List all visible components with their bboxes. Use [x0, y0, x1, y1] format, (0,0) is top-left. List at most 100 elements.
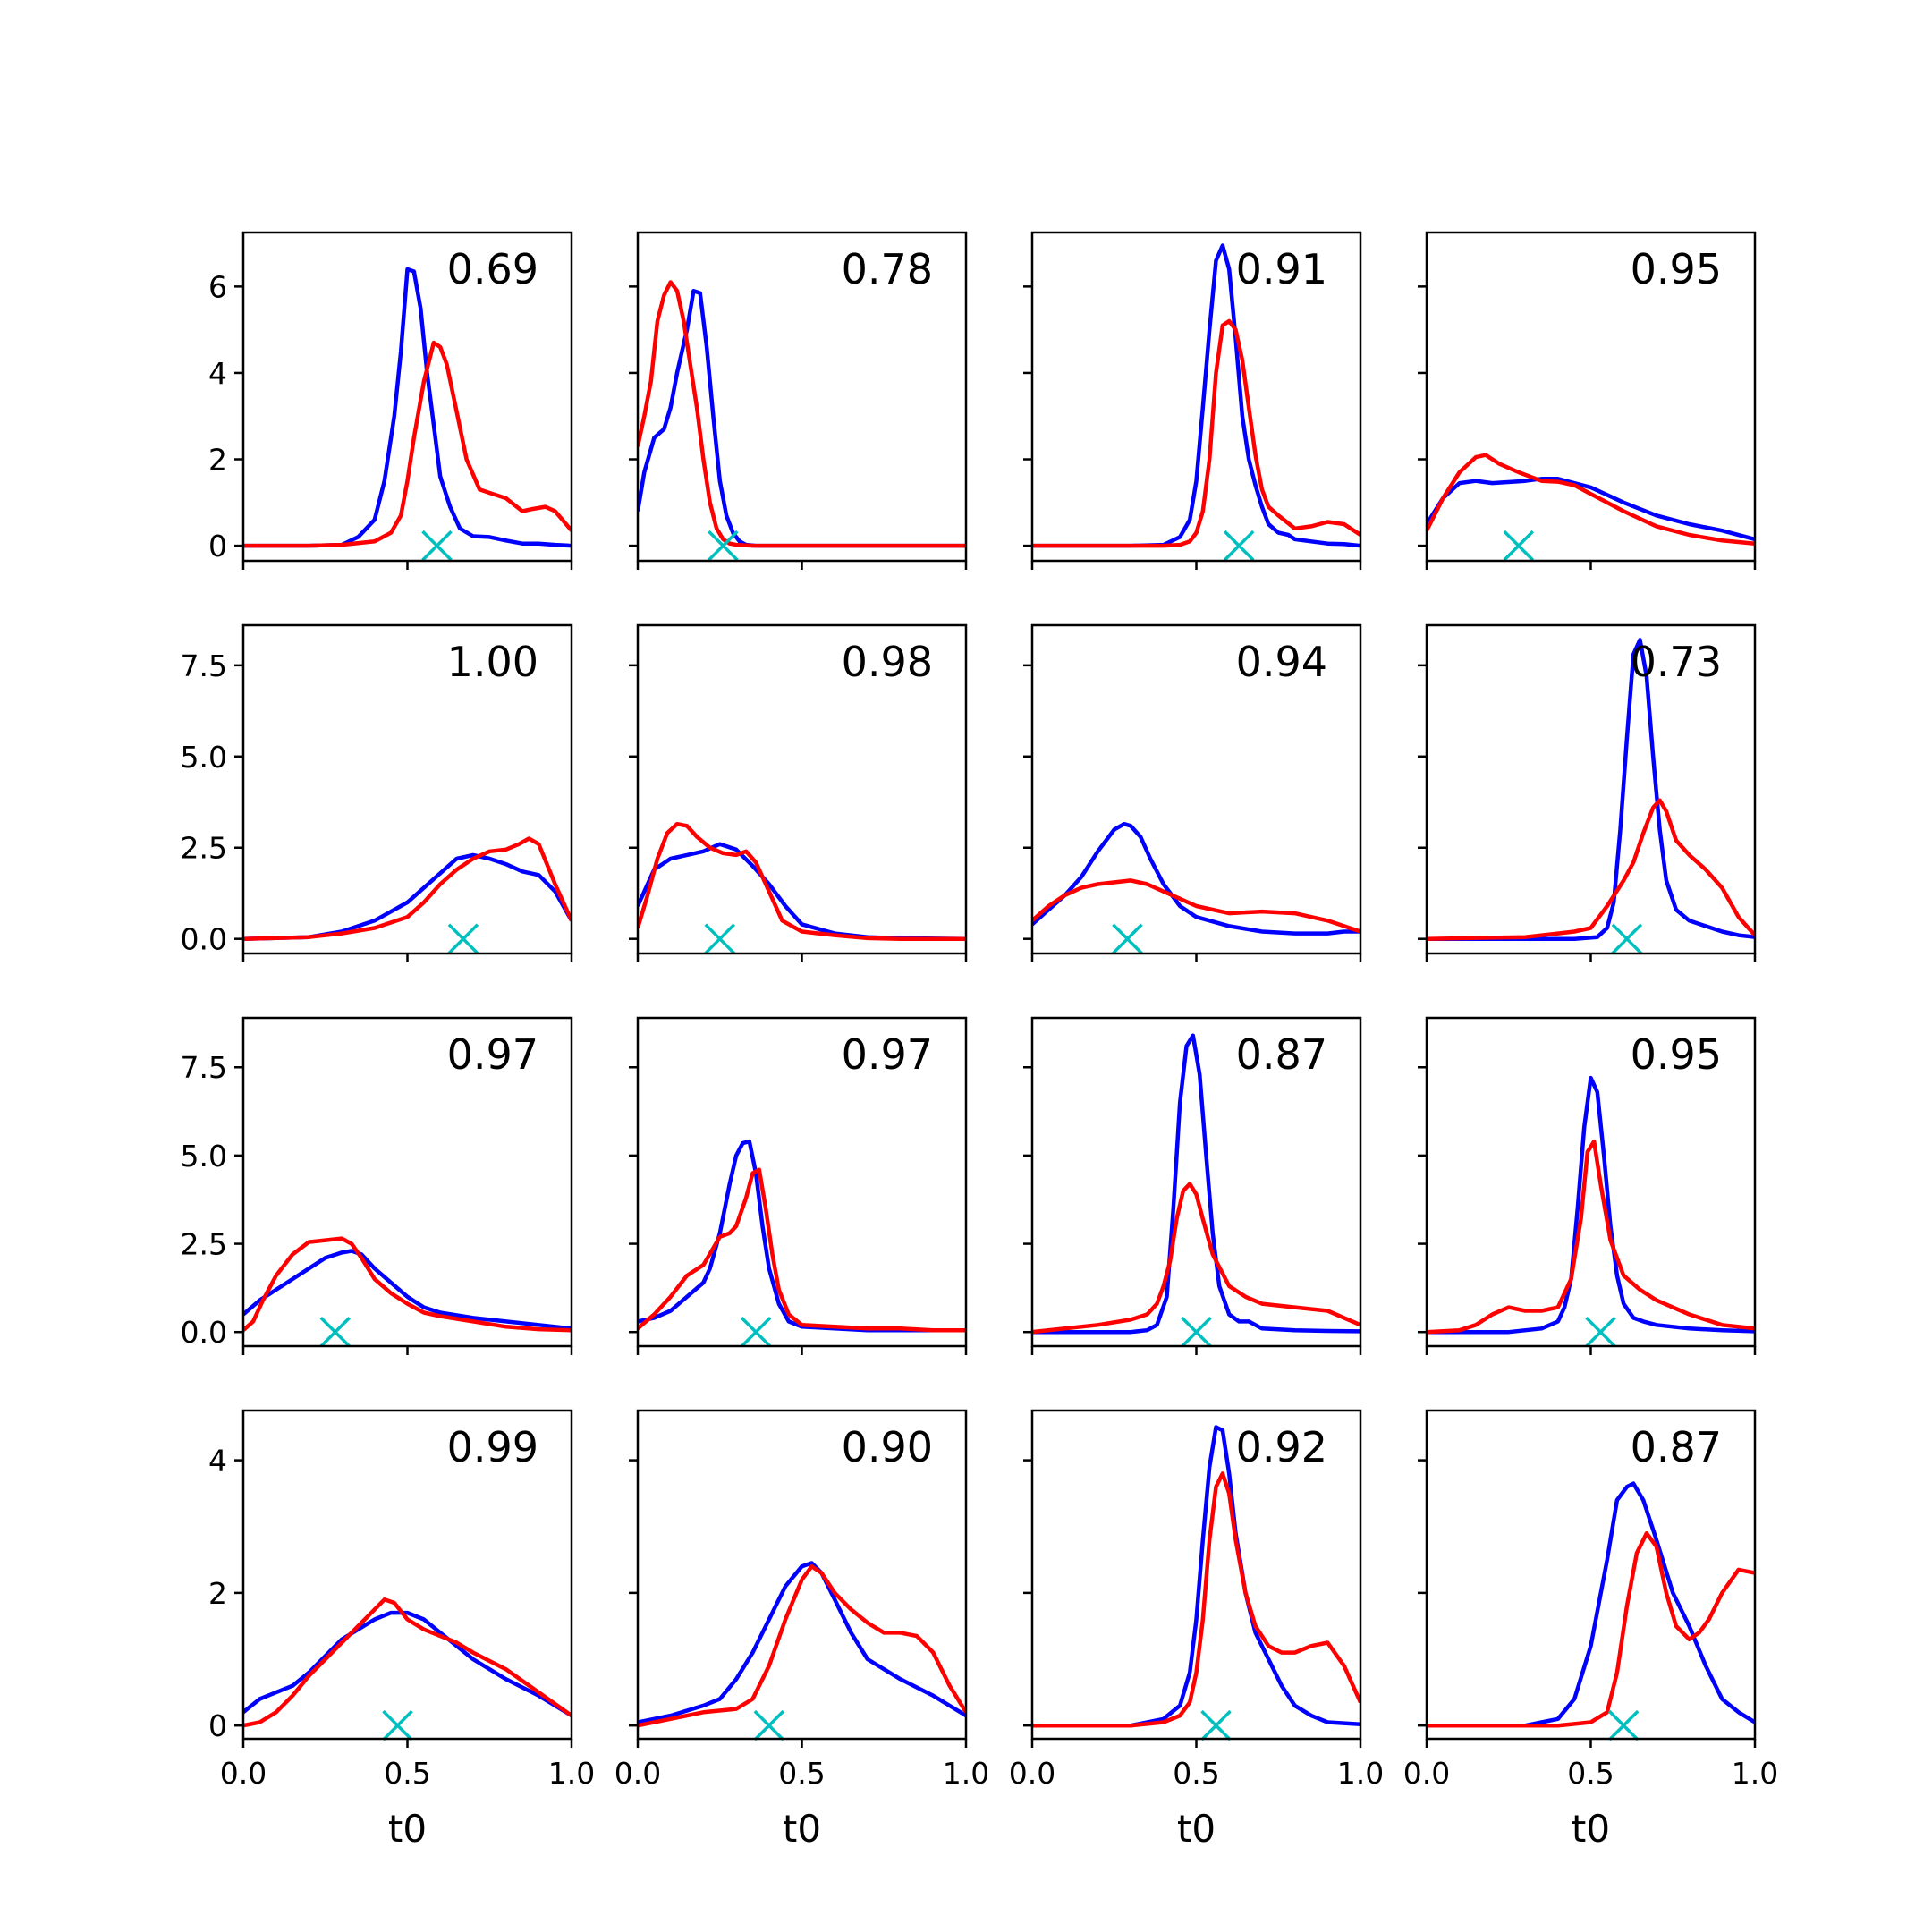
x-axis-label: t0	[1572, 1807, 1610, 1851]
marker-x	[421, 530, 453, 562]
panel-16: 0.0 0.5 1.0 t0 0.87	[1403, 1409, 1778, 1851]
marker-x	[1223, 530, 1255, 562]
marker-x	[1611, 923, 1643, 954]
panel-14: 0.0 0.5 1.0 t0 0.90	[614, 1409, 989, 1851]
panel-6: 0.98	[629, 623, 968, 962]
series-line-1	[1427, 477, 1755, 542]
marker-x	[708, 530, 739, 562]
x-tick-label: 0.5	[778, 1756, 825, 1791]
panel-10: 0.97	[629, 1016, 968, 1355]
y-tick-label: 2.5	[181, 831, 227, 866]
series-line-1	[243, 1249, 572, 1331]
x-tick-label: 1.0	[943, 1756, 989, 1791]
panel-value: 0.94	[1236, 638, 1327, 686]
series-line-2	[1427, 798, 1755, 941]
series-line-1	[1427, 1481, 1755, 1728]
y-tick-label: 0.0	[181, 922, 227, 957]
series-line-2	[1427, 453, 1755, 546]
marker-x	[1181, 1316, 1212, 1348]
marker-x	[319, 1316, 351, 1348]
panel-1: 0 2 4 6 0.69	[208, 231, 573, 570]
series-line-2	[638, 1563, 966, 1728]
panel-7: 0.94	[1023, 623, 1362, 962]
y-tick-label: 4	[208, 356, 227, 391]
series-line-2	[243, 340, 572, 548]
panel-3: 0.91	[1023, 231, 1362, 570]
series-line-1	[1427, 1075, 1755, 1335]
series-line-1	[1032, 821, 1360, 936]
panel-value: 0.91	[1236, 245, 1327, 293]
x-axis-label: t0	[388, 1807, 427, 1851]
series-line-1	[243, 1610, 572, 1718]
marker-x	[447, 923, 479, 954]
series-line-2	[638, 821, 966, 941]
y-tick-label: 5.0	[181, 1139, 227, 1174]
panel-13: 0 2 4 0.0 0.5 1.0 t0 0.99	[208, 1409, 595, 1851]
panel-value: 0.87	[1631, 1423, 1722, 1471]
panel-value: 1.00	[447, 638, 538, 686]
y-tick-label: 7.5	[181, 648, 227, 683]
series-line-2	[1427, 1139, 1755, 1335]
y-tick-label: 0	[208, 529, 227, 564]
series-line-2	[243, 1236, 572, 1333]
y-tick-label: 2.5	[181, 1227, 227, 1262]
y-tick-label: 2	[208, 1576, 227, 1611]
panel-value: 0.99	[447, 1423, 538, 1471]
marker-x	[1112, 923, 1143, 954]
y-tick-label: 7.5	[181, 1050, 227, 1085]
marker-x	[1503, 530, 1534, 562]
panel-value: 0.95	[1631, 245, 1722, 293]
series-line-2	[1032, 1471, 1360, 1728]
marker-x	[704, 923, 735, 954]
series-line-2	[243, 1597, 572, 1728]
panel-value: 0.98	[842, 638, 933, 686]
marker-x	[1585, 1316, 1616, 1348]
x-tick-label: 1.0	[1732, 1756, 1778, 1791]
panel-4: 0.95	[1418, 231, 1757, 570]
x-tick-label: 0.0	[614, 1756, 661, 1791]
x-tick-label: 0.0	[220, 1756, 267, 1791]
marker-x	[1607, 1709, 1640, 1741]
series-line-1	[1032, 1033, 1360, 1335]
y-tick-label: 5.0	[181, 740, 227, 775]
panel-value: 0.90	[842, 1423, 933, 1471]
series-line-2	[638, 280, 966, 548]
panel-value: 0.95	[1631, 1030, 1722, 1079]
x-axis-label: t0	[783, 1807, 821, 1851]
series-line-2	[1427, 1530, 1755, 1728]
series-line-2	[1032, 878, 1360, 934]
x-tick-label: 0.5	[384, 1756, 430, 1791]
panel-15: 0.0 0.5 1.0 t0 0.92	[1009, 1409, 1384, 1851]
series-line-2	[1032, 318, 1360, 548]
panel-5: 0.0 2.5 5.0 7.5 1.00	[181, 623, 573, 962]
marker-x	[1200, 1709, 1232, 1741]
series-line-1	[638, 1561, 966, 1724]
x-tick-label: 0.5	[1173, 1756, 1219, 1791]
x-tick-label: 1.0	[1337, 1756, 1384, 1791]
x-axis-label: t0	[1177, 1807, 1216, 1851]
y-tick-label: 6	[208, 269, 227, 304]
panel-8: 0.73	[1418, 623, 1757, 962]
series-line-1	[1427, 638, 1755, 941]
x-tick-label: 0.5	[1567, 1756, 1614, 1791]
panel-12: 0.95	[1418, 1016, 1757, 1355]
panel-value: 0.92	[1236, 1423, 1327, 1471]
x-tick-label: 1.0	[548, 1756, 595, 1791]
series-line-1	[243, 852, 572, 941]
panel-value: 0.69	[447, 245, 538, 293]
y-tick-label: 2	[208, 443, 227, 478]
panel-value: 0.87	[1236, 1030, 1327, 1079]
panel-9: 0.0 2.5 5.0 7.5 0.97	[181, 1016, 573, 1355]
series-line-1	[1032, 243, 1360, 548]
y-tick-label: 0.0	[181, 1315, 227, 1350]
marker-x	[753, 1709, 785, 1741]
y-tick-label: 4	[208, 1444, 227, 1479]
panel-value: 0.73	[1631, 638, 1722, 686]
marker-x	[740, 1316, 772, 1348]
panel-value: 0.97	[447, 1030, 538, 1079]
panel-2: 0.78	[629, 231, 968, 570]
y-tick-label: 0	[208, 1708, 227, 1743]
marker-x	[382, 1709, 413, 1741]
